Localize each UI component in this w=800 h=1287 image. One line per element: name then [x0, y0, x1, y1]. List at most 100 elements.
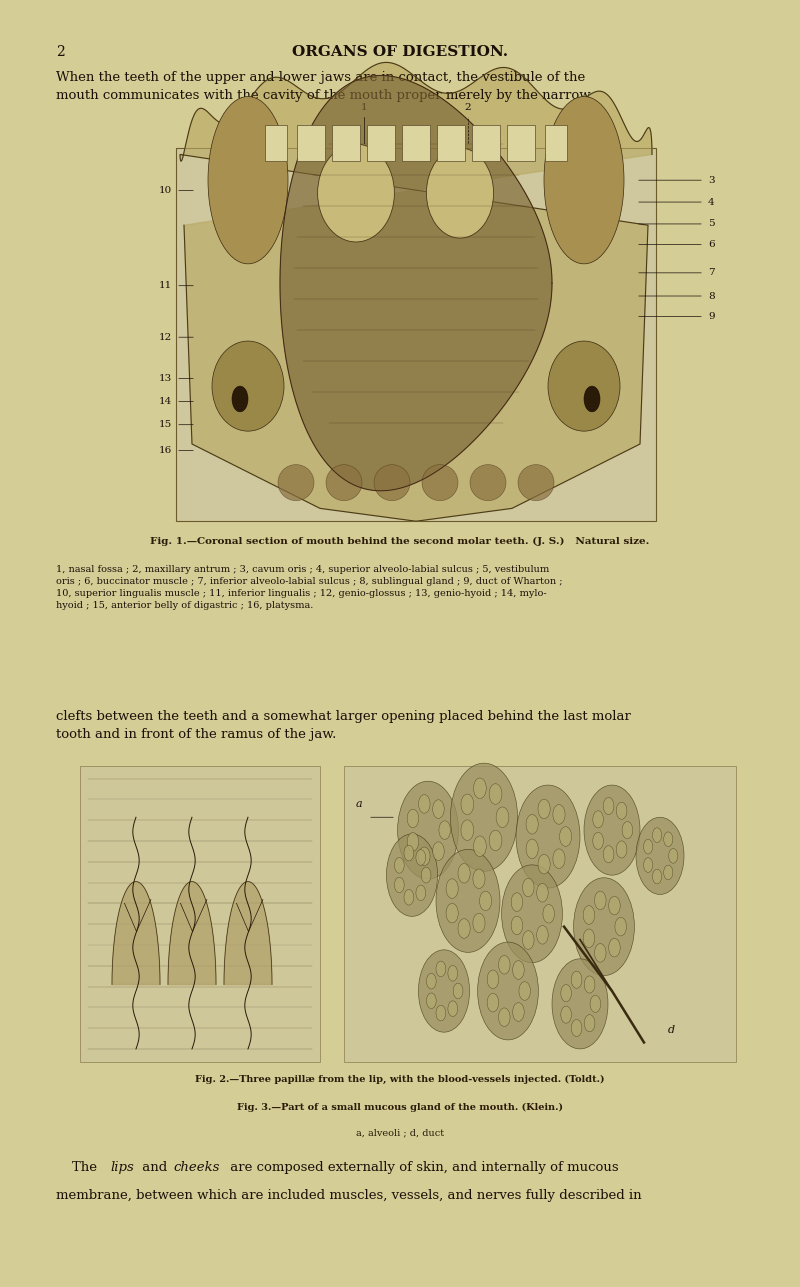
Ellipse shape [584, 785, 640, 875]
Text: are composed externally of skin, and internally of mucous: are composed externally of skin, and int… [226, 1161, 619, 1174]
Ellipse shape [653, 828, 662, 843]
Ellipse shape [404, 846, 414, 861]
Bar [402, 125, 430, 161]
Bar [80, 766, 320, 1062]
Ellipse shape [571, 1019, 582, 1036]
Ellipse shape [664, 865, 673, 880]
Ellipse shape [461, 794, 474, 815]
Ellipse shape [622, 821, 633, 839]
Ellipse shape [318, 144, 394, 242]
Bar [265, 125, 287, 161]
Text: 5: 5 [708, 220, 714, 228]
Ellipse shape [436, 961, 446, 977]
Text: 2: 2 [465, 103, 471, 112]
Ellipse shape [574, 878, 634, 976]
Ellipse shape [458, 864, 470, 883]
Polygon shape [168, 882, 216, 985]
Text: 8: 8 [708, 292, 714, 300]
Ellipse shape [433, 842, 444, 861]
Ellipse shape [212, 341, 284, 431]
Ellipse shape [526, 815, 538, 834]
Text: membrane, between which are included muscles, vessels, and nerves fully describe: membrane, between which are included mus… [56, 1189, 642, 1202]
Polygon shape [112, 882, 160, 985]
Ellipse shape [518, 465, 554, 501]
Bar [298, 125, 325, 161]
Ellipse shape [593, 811, 603, 828]
Text: 14: 14 [158, 398, 172, 405]
Ellipse shape [616, 802, 627, 820]
Text: 11: 11 [158, 282, 172, 290]
Text: 7: 7 [708, 269, 714, 277]
Text: ORGANS OF DIGESTION.: ORGANS OF DIGESTION. [292, 45, 508, 59]
Ellipse shape [448, 965, 458, 981]
Ellipse shape [498, 955, 510, 974]
Ellipse shape [664, 831, 673, 847]
Text: a: a [356, 799, 362, 810]
Ellipse shape [474, 777, 486, 798]
Ellipse shape [584, 976, 595, 994]
Text: 16: 16 [158, 447, 172, 454]
Ellipse shape [522, 931, 534, 950]
Ellipse shape [593, 833, 603, 849]
Ellipse shape [478, 942, 538, 1040]
Ellipse shape [526, 839, 538, 858]
Ellipse shape [461, 820, 474, 840]
Ellipse shape [439, 821, 450, 839]
Ellipse shape [553, 849, 565, 869]
Ellipse shape [603, 846, 614, 862]
Ellipse shape [513, 960, 524, 979]
Ellipse shape [561, 985, 571, 1001]
Ellipse shape [543, 905, 554, 923]
Text: 6: 6 [708, 241, 714, 248]
Ellipse shape [609, 938, 620, 958]
Ellipse shape [416, 849, 426, 865]
Text: 10: 10 [158, 187, 172, 194]
Ellipse shape [583, 906, 594, 924]
Ellipse shape [653, 869, 662, 884]
Ellipse shape [571, 972, 582, 988]
Text: 4: 4 [708, 198, 714, 206]
Ellipse shape [487, 994, 498, 1012]
Ellipse shape [498, 1008, 510, 1027]
Text: When the teeth of the upper and lower jaws are in contact, the vestibule of the
: When the teeth of the upper and lower ja… [56, 71, 590, 102]
Ellipse shape [616, 840, 627, 858]
Ellipse shape [609, 896, 620, 915]
Ellipse shape [436, 1005, 446, 1021]
Ellipse shape [489, 784, 502, 804]
Ellipse shape [513, 1003, 524, 1022]
Ellipse shape [394, 878, 404, 893]
Ellipse shape [446, 879, 458, 898]
Ellipse shape [448, 1001, 458, 1017]
Ellipse shape [450, 763, 518, 871]
Polygon shape [224, 882, 272, 985]
Text: 2: 2 [56, 45, 65, 59]
Ellipse shape [436, 849, 500, 952]
Text: cheeks: cheeks [174, 1161, 220, 1174]
Ellipse shape [479, 891, 492, 911]
Text: clefts between the teeth and a somewhat larger opening placed behind the last mo: clefts between the teeth and a somewhat … [56, 710, 631, 741]
Ellipse shape [548, 341, 620, 431]
Ellipse shape [538, 855, 550, 874]
Polygon shape [180, 63, 652, 521]
Bar [176, 148, 656, 521]
Ellipse shape [407, 810, 418, 828]
Ellipse shape [594, 891, 606, 910]
Ellipse shape [454, 983, 463, 999]
Bar [367, 125, 394, 161]
Ellipse shape [426, 994, 436, 1009]
Ellipse shape [594, 943, 606, 963]
Bar [545, 125, 567, 161]
Text: 12: 12 [158, 333, 172, 341]
Ellipse shape [232, 386, 248, 412]
Ellipse shape [643, 839, 653, 855]
Ellipse shape [516, 785, 580, 888]
Bar [333, 125, 360, 161]
Ellipse shape [418, 950, 470, 1032]
Text: 3: 3 [708, 176, 714, 184]
Ellipse shape [643, 857, 653, 873]
Ellipse shape [511, 893, 522, 911]
Ellipse shape [519, 982, 530, 1000]
Ellipse shape [487, 970, 498, 988]
Ellipse shape [446, 903, 458, 923]
Ellipse shape [278, 465, 314, 501]
